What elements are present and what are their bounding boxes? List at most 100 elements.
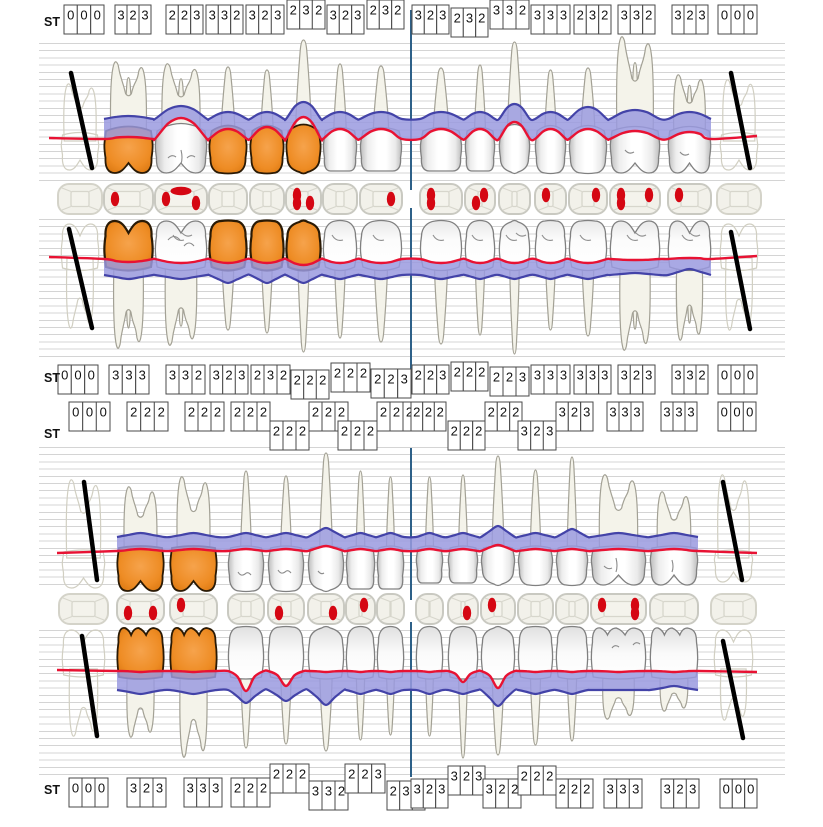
svg-text:3: 3 <box>621 8 628 23</box>
svg-text:2: 2 <box>367 424 374 439</box>
svg-text:3: 3 <box>112 368 119 383</box>
svg-text:2: 2 <box>315 3 322 18</box>
svg-text:3: 3 <box>589 8 596 23</box>
svg-text:3: 3 <box>547 8 554 23</box>
svg-text:3: 3 <box>451 769 458 784</box>
svg-text:ST: ST <box>44 427 60 441</box>
svg-text:2: 2 <box>347 366 354 381</box>
svg-text:2: 2 <box>348 767 355 782</box>
svg-text:2: 2 <box>521 769 528 784</box>
svg-text:2: 2 <box>319 373 326 388</box>
svg-text:2: 2 <box>475 424 482 439</box>
svg-text:3: 3 <box>519 370 526 385</box>
svg-text:2: 2 <box>425 405 432 420</box>
svg-text:0: 0 <box>747 782 754 797</box>
svg-text:2: 2 <box>144 405 151 420</box>
svg-text:3: 3 <box>486 782 493 797</box>
svg-text:2: 2 <box>390 784 397 799</box>
svg-text:2: 2 <box>325 405 332 420</box>
svg-text:2: 2 <box>312 405 319 420</box>
svg-text:2: 2 <box>273 767 280 782</box>
svg-text:2: 2 <box>493 370 500 385</box>
svg-text:2: 2 <box>488 405 495 420</box>
svg-text:0: 0 <box>721 368 728 383</box>
svg-text:2: 2 <box>169 8 176 23</box>
svg-text:0: 0 <box>86 405 93 420</box>
svg-text:3: 3 <box>402 784 409 799</box>
svg-text:3: 3 <box>221 8 228 23</box>
svg-text:ST: ST <box>44 15 60 29</box>
svg-text:2: 2 <box>511 782 518 797</box>
svg-text:2: 2 <box>280 368 287 383</box>
svg-text:3: 3 <box>439 368 446 383</box>
svg-text:2: 2 <box>233 8 240 23</box>
svg-text:0: 0 <box>72 405 79 420</box>
svg-text:3: 3 <box>439 8 446 23</box>
svg-text:3: 3 <box>560 8 567 23</box>
svg-text:3: 3 <box>698 8 705 23</box>
svg-text:0: 0 <box>61 368 68 383</box>
svg-text:2: 2 <box>571 782 578 797</box>
svg-text:2: 2 <box>466 365 473 380</box>
svg-text:3: 3 <box>560 368 567 383</box>
svg-text:3: 3 <box>414 782 421 797</box>
svg-text:3: 3 <box>687 405 694 420</box>
svg-text:0: 0 <box>88 368 95 383</box>
svg-text:3: 3 <box>249 8 256 23</box>
svg-text:2: 2 <box>546 769 553 784</box>
svg-text:2: 2 <box>225 368 232 383</box>
svg-text:3: 3 <box>475 769 482 784</box>
svg-text:2: 2 <box>454 11 461 26</box>
svg-text:2: 2 <box>394 3 401 18</box>
svg-text:2: 2 <box>234 781 241 796</box>
svg-text:3: 3 <box>382 3 389 18</box>
svg-text:0: 0 <box>747 8 754 23</box>
svg-text:0: 0 <box>67 8 74 23</box>
svg-text:2: 2 <box>360 366 367 381</box>
svg-text:2: 2 <box>338 784 345 799</box>
svg-text:3: 3 <box>633 8 640 23</box>
svg-text:3: 3 <box>583 405 590 420</box>
svg-text:2: 2 <box>571 405 578 420</box>
svg-text:3: 3 <box>506 3 513 18</box>
svg-text:3: 3 <box>663 405 670 420</box>
svg-text:2: 2 <box>195 368 202 383</box>
svg-text:3: 3 <box>312 784 319 799</box>
svg-text:2: 2 <box>463 424 470 439</box>
svg-text:3: 3 <box>621 368 628 383</box>
svg-text:2: 2 <box>370 3 377 18</box>
svg-text:2: 2 <box>500 405 507 420</box>
svg-text:2: 2 <box>342 8 349 23</box>
svg-text:3: 3 <box>621 405 628 420</box>
svg-text:0: 0 <box>747 368 754 383</box>
svg-text:2: 2 <box>451 424 458 439</box>
svg-text:0: 0 <box>733 405 740 420</box>
svg-text:3: 3 <box>607 782 614 797</box>
svg-text:3: 3 <box>125 368 132 383</box>
svg-text:3: 3 <box>354 8 361 23</box>
svg-text:0: 0 <box>94 8 101 23</box>
svg-text:3: 3 <box>302 3 309 18</box>
svg-text:3: 3 <box>645 368 652 383</box>
svg-text:0: 0 <box>721 8 728 23</box>
svg-text:3: 3 <box>117 8 124 23</box>
svg-text:2: 2 <box>427 8 434 23</box>
svg-text:2: 2 <box>247 405 254 420</box>
svg-text:2: 2 <box>601 8 608 23</box>
svg-text:3: 3 <box>187 781 194 796</box>
svg-text:2: 2 <box>260 405 267 420</box>
svg-text:ST: ST <box>44 371 60 385</box>
svg-text:2: 2 <box>361 767 368 782</box>
svg-text:3: 3 <box>141 8 148 23</box>
svg-text:2: 2 <box>234 405 241 420</box>
svg-text:2: 2 <box>334 366 341 381</box>
svg-text:2: 2 <box>286 767 293 782</box>
svg-text:3: 3 <box>182 368 189 383</box>
svg-text:2: 2 <box>415 368 422 383</box>
svg-text:3: 3 <box>674 368 681 383</box>
svg-text:2: 2 <box>290 3 297 18</box>
svg-text:2: 2 <box>676 782 683 797</box>
svg-text:2: 2 <box>294 373 301 388</box>
svg-text:2: 2 <box>698 368 705 383</box>
svg-text:3: 3 <box>193 8 200 23</box>
